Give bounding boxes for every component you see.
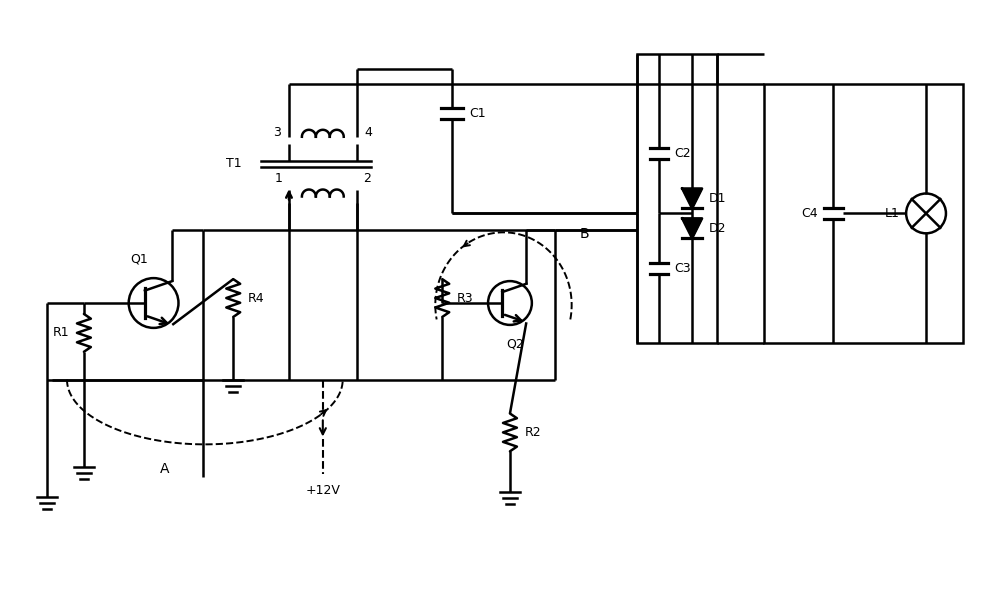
Text: C2: C2 (674, 147, 691, 160)
Text: D2: D2 (709, 222, 727, 235)
Bar (764, 84, 963, 343)
Text: R1: R1 (52, 326, 69, 339)
Text: R3: R3 (457, 291, 474, 305)
Text: L1: L1 (884, 207, 899, 220)
Polygon shape (682, 188, 702, 209)
Text: B: B (580, 227, 589, 241)
Text: 2: 2 (363, 172, 371, 185)
Text: C1: C1 (469, 108, 486, 120)
Text: 1: 1 (275, 172, 283, 185)
Text: +12V: +12V (305, 484, 340, 497)
Bar (637, 54, 717, 343)
Text: 3: 3 (273, 126, 281, 139)
Text: 4: 4 (365, 126, 372, 139)
Text: Q1: Q1 (130, 252, 148, 265)
Text: C3: C3 (674, 261, 691, 275)
Text: D1: D1 (709, 192, 727, 205)
Text: A: A (160, 462, 170, 476)
Text: Q2: Q2 (506, 338, 524, 351)
Text: R2: R2 (525, 426, 542, 439)
Text: R4: R4 (248, 291, 265, 305)
Polygon shape (682, 218, 702, 238)
Text: T1: T1 (226, 157, 241, 170)
Text: C4: C4 (801, 207, 818, 220)
